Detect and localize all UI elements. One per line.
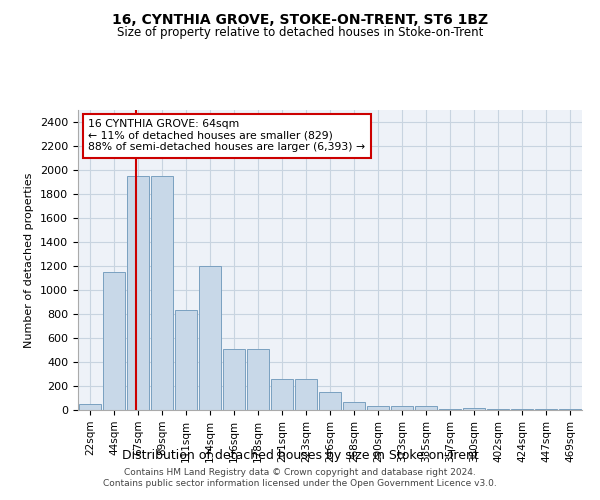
Text: Size of property relative to detached houses in Stoke-on-Trent: Size of property relative to detached ho…	[117, 26, 483, 39]
Bar	[199, 266, 221, 410]
Y-axis label: Number of detached properties: Number of detached properties	[25, 172, 34, 348]
Text: Distribution of detached houses by size in Stoke-on-Trent: Distribution of detached houses by size …	[122, 448, 478, 462]
Bar	[271, 379, 293, 410]
Bar	[319, 392, 341, 410]
Bar	[391, 406, 413, 410]
Bar	[439, 409, 461, 410]
Bar	[487, 409, 509, 410]
Bar	[343, 402, 365, 410]
Bar	[127, 176, 149, 410]
Bar	[415, 406, 437, 410]
Bar	[103, 272, 125, 410]
Bar	[367, 406, 389, 410]
Bar	[151, 176, 173, 410]
Bar	[247, 349, 269, 410]
Text: 16, CYNTHIA GROVE, STOKE-ON-TRENT, ST6 1BZ: 16, CYNTHIA GROVE, STOKE-ON-TRENT, ST6 1…	[112, 12, 488, 26]
Text: Contains HM Land Registry data © Crown copyright and database right 2024.
Contai: Contains HM Land Registry data © Crown c…	[103, 468, 497, 487]
Bar	[223, 349, 245, 410]
Bar	[295, 379, 317, 410]
Bar	[463, 408, 485, 410]
Bar	[79, 404, 101, 410]
Text: 16 CYNTHIA GROVE: 64sqm
← 11% of detached houses are smaller (829)
88% of semi-d: 16 CYNTHIA GROVE: 64sqm ← 11% of detache…	[88, 119, 365, 152]
Bar	[175, 310, 197, 410]
